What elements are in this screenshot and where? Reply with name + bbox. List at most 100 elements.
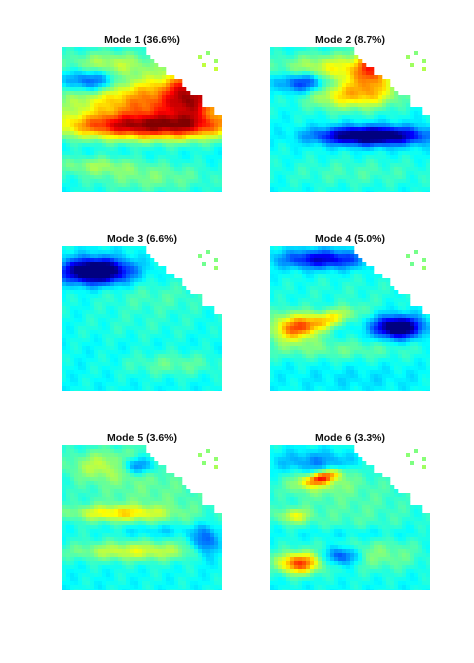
- heatmap-cell: [386, 111, 391, 116]
- heatmap-cell: [150, 131, 155, 136]
- heatmap-cell: [398, 362, 403, 367]
- heatmap-cell: [98, 326, 103, 331]
- heatmap-cell: [314, 354, 319, 359]
- heatmap-cell: [386, 151, 391, 156]
- heatmap-cell: [386, 282, 391, 287]
- heatmap-cell: [330, 79, 335, 84]
- heatmap-cell: [322, 191, 327, 192]
- heatmap-cell: [106, 342, 111, 347]
- heatmap-cell: [310, 246, 315, 251]
- heatmap-cell: [270, 139, 275, 144]
- heatmap-cell: [162, 294, 167, 299]
- heatmap-cell: [426, 159, 430, 164]
- heatmap-cell: [182, 99, 187, 104]
- heatmap-cell: [310, 334, 315, 339]
- heatmap-cell: [94, 302, 99, 307]
- heatmap-cell: [422, 342, 427, 347]
- heatmap-cell: [86, 115, 91, 120]
- heatmap-cell: [158, 266, 163, 271]
- heatmap-cell: [338, 310, 343, 315]
- heatmap-cell: [398, 111, 403, 116]
- heatmap-cell: [162, 370, 167, 375]
- heatmap-cell: [318, 99, 323, 104]
- heatmap-cell: [66, 266, 71, 271]
- heatmap-cell: [106, 346, 111, 351]
- heatmap-cell: [114, 167, 119, 172]
- heatmap-cell: [362, 63, 367, 68]
- heatmap-cell: [366, 175, 371, 180]
- heatmap-cell: [110, 103, 115, 108]
- heatmap-cell: [378, 191, 383, 192]
- heatmap-cell: [98, 71, 103, 76]
- heatmap-cell: [290, 71, 295, 76]
- heatmap-cell: [74, 147, 79, 152]
- heatmap-cell: [426, 362, 430, 367]
- heatmap-cell: [194, 159, 199, 164]
- heatmap-cell: [422, 314, 427, 319]
- heatmap-cell: [174, 127, 179, 132]
- heatmap-cell: [130, 103, 135, 108]
- heatmap-cell: [322, 270, 327, 275]
- heatmap-cell: [422, 135, 427, 140]
- heatmap-cell: [334, 135, 339, 140]
- island-cell: [410, 63, 414, 67]
- heatmap-cell: [214, 378, 219, 383]
- heatmap-cell: [82, 191, 87, 192]
- heatmap-cell: [78, 350, 83, 355]
- heatmap-cell: [278, 270, 283, 275]
- heatmap-cell: [198, 151, 203, 156]
- heatmap-cell: [174, 338, 179, 343]
- heatmap-cell: [102, 374, 107, 379]
- heatmap-cell: [198, 163, 203, 168]
- heatmap-cell: [394, 91, 399, 96]
- heatmap-cell: [86, 91, 91, 96]
- heatmap-cell: [62, 278, 67, 283]
- heatmap-cell: [290, 246, 295, 251]
- heatmap-cell: [178, 99, 183, 104]
- heatmap-cell: [66, 326, 71, 331]
- heatmap-cell: [126, 254, 131, 259]
- heatmap-cell: [282, 147, 287, 152]
- heatmap-cell: [86, 246, 91, 251]
- heatmap-cell: [114, 386, 119, 391]
- heatmap-cell: [270, 258, 275, 263]
- heatmap-cell: [354, 322, 359, 327]
- heatmap-cell: [86, 298, 91, 303]
- heatmap-cell: [278, 183, 283, 188]
- heatmap-cell: [130, 91, 135, 96]
- heatmap-cell: [82, 171, 87, 176]
- heatmap-cell: [122, 282, 127, 287]
- heatmap-cell: [130, 322, 135, 327]
- heatmap-cell: [162, 127, 167, 132]
- heatmap-cell: [334, 83, 339, 88]
- heatmap-cell: [386, 175, 391, 180]
- heatmap-cell: [134, 306, 139, 311]
- heatmap-cell: [358, 143, 363, 148]
- heatmap-cell: [166, 159, 171, 164]
- heatmap-cell: [166, 119, 171, 124]
- heatmap-cell: [342, 119, 347, 124]
- heatmap-cell: [126, 246, 131, 251]
- heatmap-cell: [86, 51, 91, 56]
- heatmap-cell: [86, 270, 91, 275]
- heatmap-cell: [302, 282, 307, 287]
- heatmap-cell: [398, 179, 403, 184]
- heatmap-cell: [338, 362, 343, 367]
- heatmap-cell: [302, 330, 307, 335]
- heatmap-cell: [118, 155, 123, 160]
- heatmap-cell: [326, 322, 331, 327]
- heatmap-cell: [422, 127, 427, 132]
- heatmap-cell: [322, 250, 327, 255]
- heatmap-cell: [370, 310, 375, 315]
- heatmap-cell: [202, 147, 207, 152]
- heatmap-cell: [302, 246, 307, 251]
- heatmap-cell: [286, 266, 291, 271]
- heatmap-cell: [278, 159, 283, 164]
- heatmap-cell: [126, 274, 131, 279]
- heatmap-cell: [158, 123, 163, 128]
- heatmap-cell: [122, 278, 127, 283]
- heatmap-cell: [270, 127, 275, 132]
- heatmap-cell: [318, 135, 323, 140]
- heatmap-cell: [154, 350, 159, 355]
- heatmap-cell: [198, 390, 203, 391]
